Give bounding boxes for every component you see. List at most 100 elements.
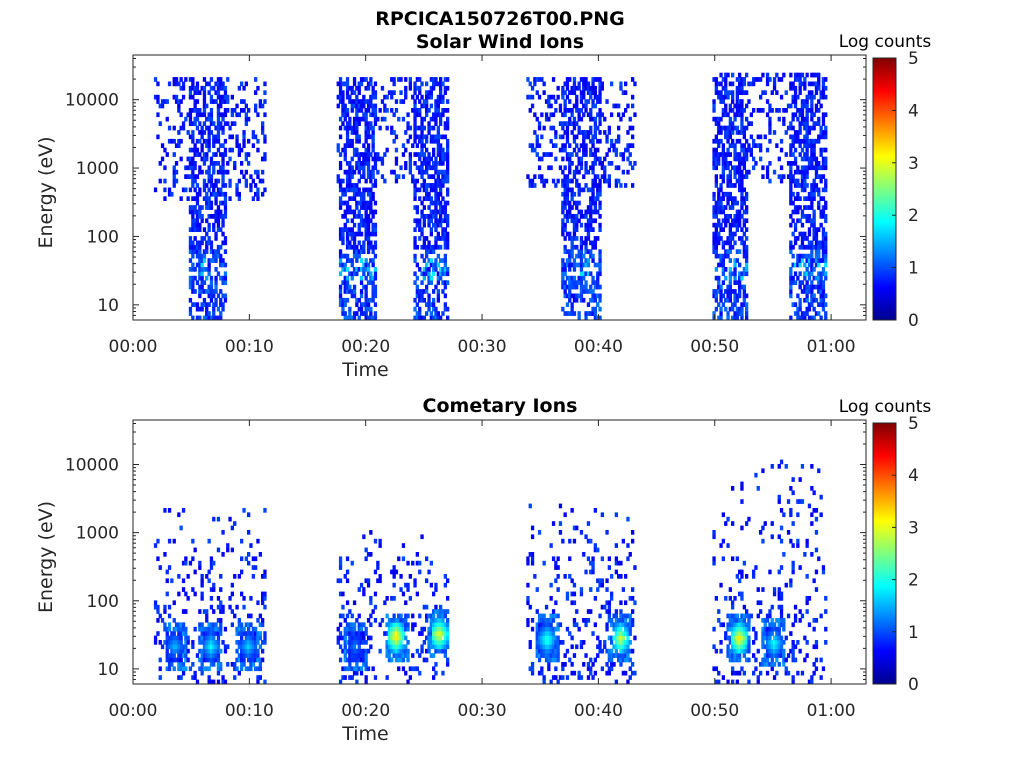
data-cell — [733, 263, 736, 268]
data-cell — [573, 117, 576, 122]
data-cell — [395, 108, 398, 113]
data-cell — [423, 218, 426, 223]
data-cell — [580, 117, 583, 122]
data-cell — [212, 583, 215, 588]
data-cell — [731, 95, 734, 100]
data-cell — [374, 245, 377, 250]
data-cell — [531, 662, 534, 667]
data-cell — [386, 614, 389, 619]
data-cell — [240, 636, 243, 641]
data-cell — [738, 294, 741, 299]
data-cell — [420, 95, 423, 100]
data-cell — [446, 121, 449, 126]
data-cell — [201, 143, 204, 148]
data-cell — [252, 662, 255, 667]
data-cell — [817, 117, 820, 122]
data-cell — [191, 130, 194, 135]
data-cell — [766, 170, 769, 175]
data-cell — [184, 609, 187, 614]
data-cell — [339, 658, 342, 663]
data-cell — [430, 157, 433, 162]
data-cell — [566, 627, 569, 632]
data-cell — [740, 307, 743, 312]
data-cell — [173, 174, 176, 179]
data-cell — [210, 201, 213, 206]
data-cell — [622, 170, 625, 175]
data-cell — [717, 121, 720, 126]
data-cell — [766, 112, 769, 117]
data-cell — [617, 139, 620, 144]
data-cell — [568, 267, 571, 272]
data-cell — [346, 112, 349, 117]
data-cell — [717, 618, 720, 623]
data-cell — [432, 249, 435, 254]
data-cell — [231, 583, 234, 588]
data-cell — [228, 196, 231, 201]
data-cell — [550, 104, 553, 109]
data-cell — [406, 653, 409, 658]
data-cell — [224, 298, 227, 303]
data-cell — [740, 179, 743, 184]
data-cell — [420, 210, 423, 215]
data-cell — [794, 280, 797, 285]
data-cell — [221, 143, 224, 148]
data-cell — [409, 126, 412, 131]
data-cell — [715, 174, 718, 179]
data-cell — [203, 254, 206, 259]
data-cell — [775, 73, 778, 78]
data-cell — [205, 218, 208, 223]
data-cell — [745, 271, 748, 276]
data-cell — [259, 666, 262, 671]
data-cell — [750, 148, 753, 153]
data-cell — [217, 271, 220, 276]
data-cell — [346, 280, 349, 285]
data-cell — [729, 298, 732, 303]
data-cell — [545, 605, 548, 610]
data-cell — [208, 82, 211, 87]
data-cell — [386, 126, 389, 131]
data-cell — [196, 653, 199, 658]
data-cell — [423, 276, 426, 281]
data-cell — [355, 130, 358, 135]
data-cell — [242, 130, 245, 135]
data-cell — [571, 578, 574, 583]
data-cell — [598, 227, 601, 232]
data-cell — [589, 587, 592, 592]
data-cell — [578, 218, 581, 223]
data-cell — [226, 95, 229, 100]
data-cell — [712, 561, 715, 566]
data-cell — [722, 227, 725, 232]
data-cell — [156, 609, 159, 614]
data-cell — [589, 285, 592, 290]
data-cell — [740, 183, 743, 188]
data-cell — [733, 117, 736, 122]
data-cell — [184, 666, 187, 671]
data-cell — [789, 196, 792, 201]
data-cell — [820, 126, 823, 131]
data-cell — [180, 640, 183, 645]
data-cell — [409, 135, 412, 140]
data-cell — [374, 271, 377, 276]
data-cell — [339, 183, 342, 188]
data-cell — [346, 600, 349, 605]
data-cell — [766, 99, 769, 104]
data-cell — [404, 148, 407, 153]
data-cell — [584, 104, 587, 109]
data-cell — [561, 276, 564, 281]
data-cell — [531, 552, 534, 557]
data-cell — [722, 170, 725, 175]
data-cell — [217, 658, 220, 663]
data-cell — [402, 117, 405, 122]
data-cell — [374, 227, 377, 232]
data-cell — [337, 104, 340, 109]
data-cell — [374, 183, 377, 188]
data-cell — [413, 583, 416, 588]
data-cell — [365, 548, 368, 553]
data-cell — [413, 117, 416, 122]
data-cell — [810, 280, 813, 285]
data-cell — [824, 95, 827, 100]
data-cell — [589, 205, 592, 210]
data-cell — [409, 86, 412, 91]
data-cell — [198, 245, 201, 250]
data-cell — [799, 218, 802, 223]
